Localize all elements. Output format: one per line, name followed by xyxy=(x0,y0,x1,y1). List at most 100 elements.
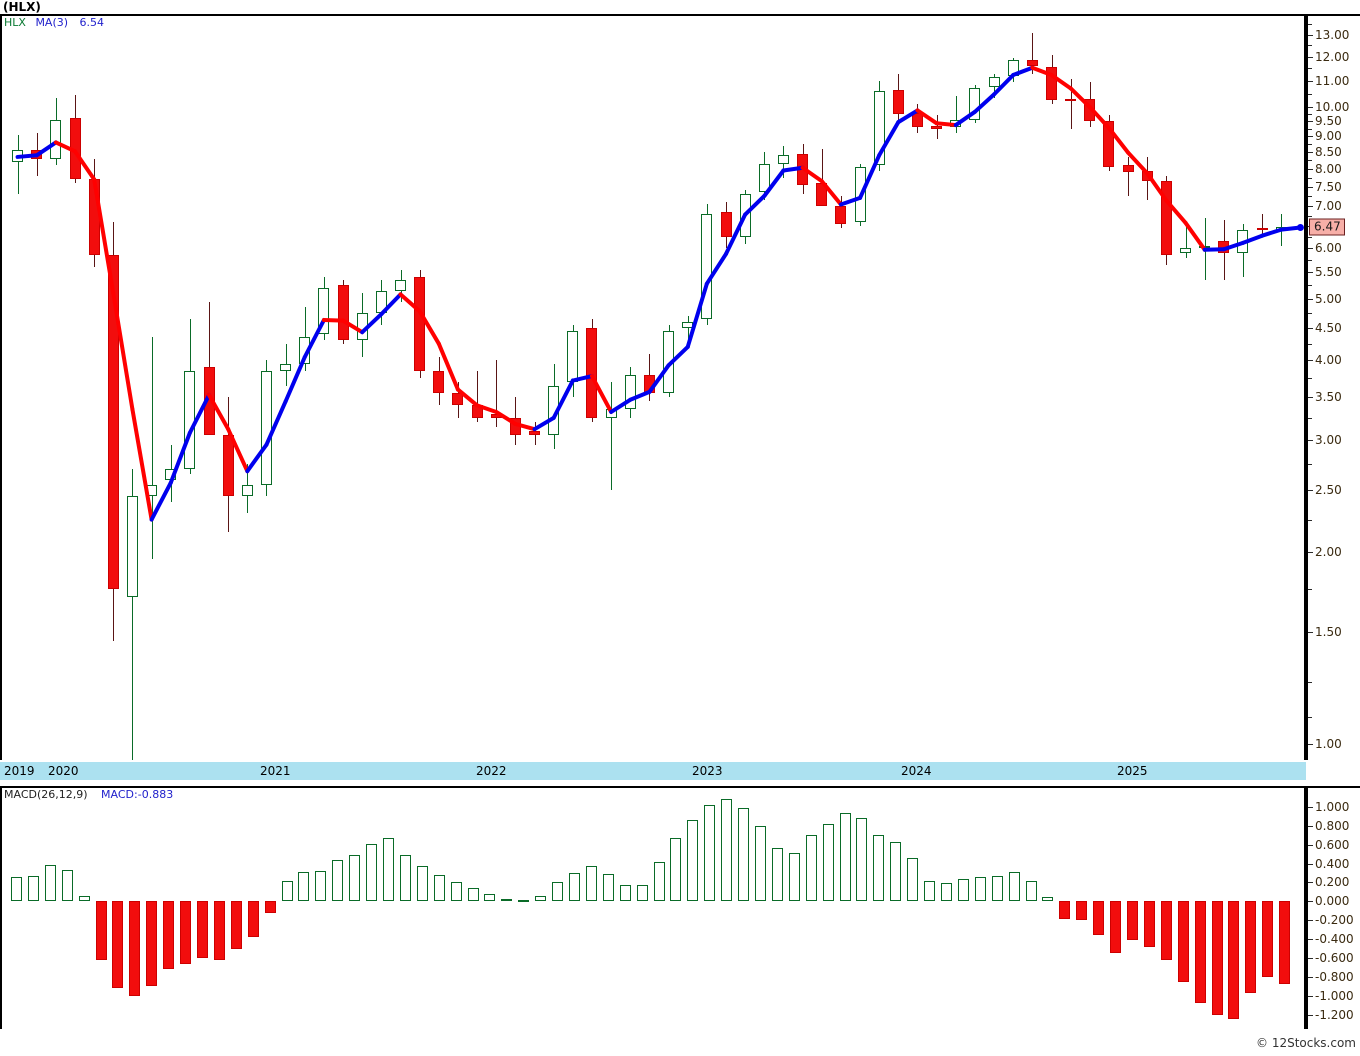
ma-segment xyxy=(992,72,1016,97)
year-label-2022-top: 2022 xyxy=(476,764,507,778)
macd-histogram-bar xyxy=(468,888,479,902)
macd-axis-label: 1.000 xyxy=(1315,799,1350,814)
macd-histogram-bar xyxy=(417,866,428,902)
macd-histogram-bar xyxy=(112,901,123,989)
ma-segment xyxy=(1240,233,1265,245)
year-label-2020-top: 2020 xyxy=(48,764,79,778)
macd-histogram-bar xyxy=(434,874,445,902)
macd-histogram-bar xyxy=(28,875,39,902)
price-axis-label: 5.50 xyxy=(1315,265,1342,280)
ma-segment xyxy=(207,393,231,432)
ma-segment xyxy=(877,120,901,158)
price-axis-label: 4.50 xyxy=(1315,320,1342,335)
ma-end-marker xyxy=(1296,223,1304,231)
candle-body xyxy=(414,277,425,371)
ma-segment xyxy=(1260,227,1284,238)
candle-body xyxy=(433,371,444,394)
price-axis-minor-tick xyxy=(1308,378,1312,380)
macd-histogram-bar xyxy=(96,901,107,960)
ma-segment xyxy=(532,415,556,432)
price-axis-tick xyxy=(1308,397,1313,399)
macd-axis-tick xyxy=(1308,1014,1313,1016)
ma-segment xyxy=(513,421,537,432)
candle-wick xyxy=(1071,79,1072,129)
ma-segment xyxy=(264,399,288,447)
price-axis-minor-tick xyxy=(1308,417,1312,419)
macd-histogram-bar xyxy=(992,875,1003,902)
macd-axis-tick xyxy=(1308,939,1313,941)
candle-wick xyxy=(132,469,133,760)
price-chart-panel[interactable] xyxy=(0,14,1306,760)
price-axis-minor-tick xyxy=(1308,260,1312,262)
price-axis-tick xyxy=(1308,205,1313,207)
ma-segment xyxy=(896,108,920,125)
macd-histogram-bar xyxy=(315,871,326,902)
candle-body xyxy=(874,90,885,166)
macd-legend-label: MACD(26,12,9) xyxy=(4,788,88,801)
macd-histogram-bar xyxy=(806,835,817,902)
price-legend: HLX MA(3) 6.54 xyxy=(4,16,104,29)
ma-segment xyxy=(666,344,690,368)
ma-segment xyxy=(838,195,863,207)
x-axis-years-top[interactable]: 2019 2020 2021 2022 2023 2024 2025 xyxy=(0,762,1306,780)
candle-wick xyxy=(18,134,19,195)
macd-legend: MACD(26,12,9) MACD:-0.883 xyxy=(4,788,173,801)
price-axis-tick xyxy=(1308,56,1313,58)
candle-body xyxy=(759,163,770,193)
ma-segment xyxy=(168,430,192,485)
year-label-2021-top: 2021 xyxy=(260,764,291,778)
ma-segment xyxy=(1068,86,1092,110)
macd-histogram-bar xyxy=(873,835,884,902)
ma-segment xyxy=(302,318,326,360)
macd-axis[interactable]: 1.000 0.800 0.600 0.400 0.200 0.000 -0.200 -0.4… xyxy=(1306,786,1360,1029)
price-axis-tick xyxy=(1308,327,1313,329)
macd-axis-label: 0.800 xyxy=(1315,818,1350,833)
macd-axis-label: 0.200 xyxy=(1315,875,1350,890)
macd-axis-tick xyxy=(1308,995,1313,997)
macd-histogram-bar xyxy=(941,883,952,902)
macd-histogram-bar xyxy=(1144,901,1155,947)
price-axis-minor-tick xyxy=(1308,519,1312,521)
macd-histogram-bar xyxy=(1212,901,1223,1015)
macd-histogram-bar xyxy=(924,880,935,902)
price-axis[interactable]: 13.00 12.00 11.00 10.00 9.50 9.00 8.50 8.00 7.50… xyxy=(1306,14,1360,760)
ma-segment xyxy=(398,292,422,314)
price-axis-minor-tick xyxy=(1308,215,1312,217)
macd-histogram-bar xyxy=(1262,901,1273,977)
candle-body xyxy=(1161,181,1172,256)
candle-wick xyxy=(209,301,210,382)
price-axis-label: 1.00 xyxy=(1315,736,1342,751)
macd-histogram-bar xyxy=(1195,901,1206,1004)
price-axis-label: 7.50 xyxy=(1315,179,1342,194)
ma-segment xyxy=(743,193,767,217)
candle-body xyxy=(989,76,1000,88)
macd-axis-tick xyxy=(1308,863,1313,865)
footer-area xyxy=(0,1029,1360,1056)
macd-histogram-bar xyxy=(383,838,394,902)
macd-histogram-bar xyxy=(129,901,140,996)
price-axis-label: 3.50 xyxy=(1315,390,1342,405)
ma-segment xyxy=(321,318,346,323)
legend-symbol: HLX xyxy=(4,16,26,29)
price-axis-minor-tick xyxy=(1308,24,1312,26)
price-axis-label: 5.00 xyxy=(1315,291,1342,306)
macd-histogram-bar xyxy=(890,841,901,902)
candle-body xyxy=(931,125,942,129)
ma-segment xyxy=(1030,65,1054,77)
macd-histogram-bar xyxy=(907,857,918,902)
macd-histogram-bar xyxy=(62,870,73,902)
macd-histogram-bar xyxy=(163,901,174,970)
candle-body xyxy=(452,393,463,406)
price-axis-minor-tick xyxy=(1308,717,1312,719)
macd-chart-panel[interactable] xyxy=(0,786,1306,1029)
ma-segment xyxy=(1145,171,1169,203)
ma-segment xyxy=(1164,198,1188,225)
ma-segment xyxy=(417,309,441,346)
ma-segment xyxy=(73,149,97,182)
price-axis-minor-tick xyxy=(1308,143,1312,145)
candle-body xyxy=(893,89,904,115)
candle-body xyxy=(586,327,597,418)
macd-axis-label: -1.000 xyxy=(1315,988,1354,1003)
macd-axis-tick xyxy=(1308,958,1313,960)
macd-histogram-bar xyxy=(231,901,242,949)
